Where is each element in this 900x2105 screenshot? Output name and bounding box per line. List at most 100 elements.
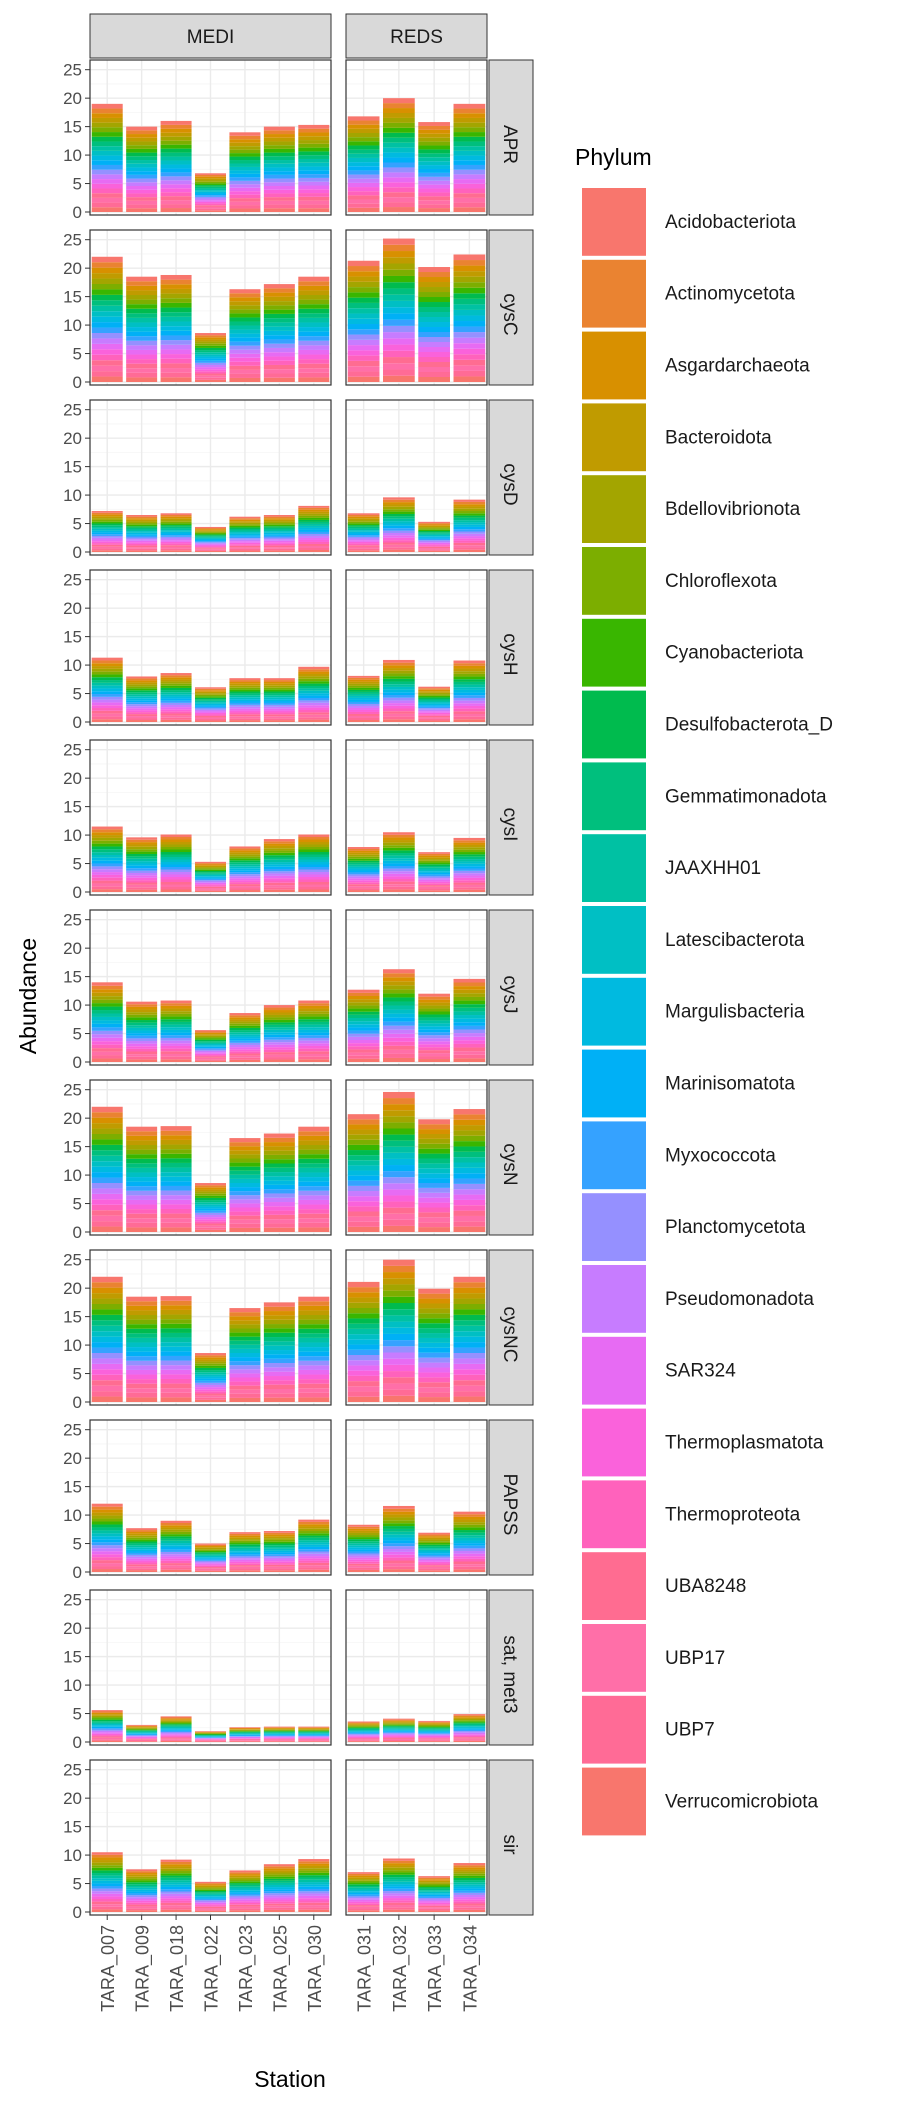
bar-segment (126, 1004, 158, 1007)
bar-segment (298, 695, 330, 698)
bar-segment (160, 685, 192, 688)
bar-segment (298, 535, 330, 538)
bar-segment (347, 847, 380, 849)
bar-segment (418, 869, 450, 872)
bar-segment (298, 1888, 330, 1892)
bar-segment (91, 188, 123, 194)
bar-segment (263, 532, 295, 535)
bar-segment (418, 523, 450, 525)
bar-segment (298, 196, 330, 201)
bar-segment (263, 681, 295, 684)
bar-segment (229, 691, 261, 694)
bar-segment (195, 1049, 226, 1051)
bar-segment (453, 1314, 486, 1321)
bar-segment (160, 1346, 192, 1352)
bar-segment (263, 1184, 295, 1190)
bar-segment (418, 853, 450, 856)
bar-segment (263, 521, 295, 524)
bar-segment (263, 148, 295, 153)
bar-segment (91, 1557, 123, 1561)
bar-segment (383, 1902, 415, 1906)
bar-segment (91, 316, 123, 323)
bar-segment (195, 1732, 226, 1734)
bar-tara-007 (91, 657, 123, 722)
bar-segment (126, 889, 158, 892)
legend-label: Gemmatimonadota (665, 786, 827, 807)
bar-segment (91, 518, 123, 520)
bar-segment (126, 887, 158, 890)
bar-segment (347, 1563, 380, 1566)
bar-segment (298, 295, 330, 300)
bar-segment (453, 545, 486, 548)
bar-segment (195, 694, 226, 697)
bar-segment (91, 512, 123, 515)
bar-segment (229, 521, 261, 523)
bar-segment (418, 525, 450, 528)
bar-segment (195, 1738, 226, 1740)
bar-segment (263, 1740, 295, 1742)
bar-segment (263, 1042, 295, 1045)
bar-segment (263, 1887, 295, 1890)
bar-segment (383, 1189, 415, 1196)
bar-segment (126, 171, 158, 175)
bar-segment (453, 663, 486, 666)
bar-segment (418, 1337, 450, 1343)
bar-segment (347, 308, 380, 314)
bar-segment (453, 1535, 486, 1538)
bar-segment (160, 128, 192, 133)
bar-segment (229, 1570, 261, 1572)
bar-segment (347, 870, 380, 873)
bar-segment (418, 534, 450, 537)
bar-segment (383, 1721, 415, 1723)
bar-segment (229, 309, 261, 314)
bar-segment (160, 152, 192, 157)
bar-segment (91, 657, 123, 661)
bar-segment (195, 687, 226, 689)
bar-segment (298, 867, 330, 870)
bar-segment (126, 1209, 158, 1214)
bar-segment (263, 1568, 295, 1571)
bar-segment (298, 1909, 330, 1912)
bar-segment (229, 1027, 261, 1031)
bar-segment (298, 1011, 330, 1014)
bar-segment (347, 1175, 380, 1181)
bar-segment (347, 1906, 380, 1909)
bar-segment (383, 1134, 415, 1141)
bar-segment (229, 527, 261, 529)
bar-segment (347, 1024, 380, 1028)
bar-segment (263, 167, 295, 172)
bar-segment (126, 1177, 158, 1182)
bar-segment (195, 1057, 226, 1060)
bar-segment (453, 108, 486, 114)
bar-segment (383, 1122, 415, 1129)
bar-segment (347, 1011, 380, 1015)
bar-segment (418, 1551, 450, 1554)
bar-segment (347, 1738, 380, 1740)
bar-segment (160, 140, 192, 145)
bar-segment (126, 1140, 158, 1146)
bar-segment (418, 536, 450, 538)
bar-segment (126, 182, 158, 187)
bar-segment (160, 709, 192, 712)
bar-segment (383, 182, 415, 188)
bar-segment (126, 710, 158, 713)
bar-segment (195, 1884, 226, 1886)
bar-segment (418, 347, 450, 353)
legend-item: Gemmatimonadota (582, 762, 827, 831)
bar-segment (126, 521, 158, 524)
bar-segment (298, 859, 330, 863)
bar-segment (453, 1875, 486, 1878)
bar-segment (126, 1397, 158, 1402)
bar-segment (347, 1365, 380, 1371)
bar-segment (160, 1880, 192, 1883)
bar-segment (126, 516, 158, 519)
bar-segment (263, 1731, 295, 1733)
bar-segment (195, 533, 226, 535)
bar-segment (229, 1888, 261, 1891)
bar-segment (160, 1549, 192, 1552)
bar-segment (160, 354, 192, 359)
bar-segment (195, 196, 226, 199)
bar-segment (383, 1881, 415, 1885)
bar-segment (160, 715, 192, 718)
bar-segment (453, 687, 486, 690)
